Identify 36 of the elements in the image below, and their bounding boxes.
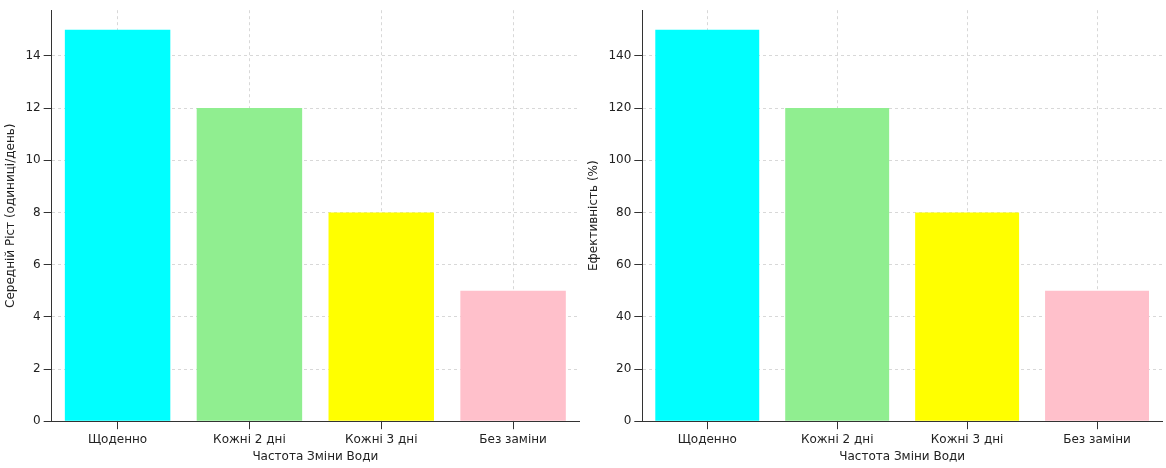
bar (1045, 290, 1150, 421)
y-tick-label: 140 (608, 47, 632, 62)
x-tick-label: Щоденно (677, 431, 737, 446)
x-tick-label: Кожні 2 дні (800, 431, 874, 446)
bar (328, 212, 434, 421)
y-tick-label: 120 (608, 100, 632, 115)
y-axis-title: Середній Ріст (одиниці/день) (3, 123, 18, 308)
bar (655, 29, 760, 421)
bar (460, 290, 566, 421)
y-axis-title: Ефективність (%) (586, 160, 601, 272)
x-tick-label: Кожні 3 дні (344, 431, 418, 446)
y-tick-label: 20 (616, 361, 632, 376)
x-tick-label: Без заміни (1063, 431, 1131, 446)
y-tick-label: 100 (608, 152, 632, 167)
y-tick-label: 6 (33, 256, 41, 271)
x-tick-label: Щоденно (87, 431, 148, 446)
y-tick-label: 2 (33, 361, 41, 376)
bar (196, 108, 303, 421)
y-tick-label: 40 (616, 308, 632, 323)
bar (785, 108, 890, 421)
y-tick-label: 0 (33, 413, 41, 428)
x-tick-label: Без заміни (479, 431, 547, 446)
y-tick-label: 12 (25, 100, 41, 115)
y-tick-label: 14 (25, 47, 41, 62)
y-tick-label: 80 (616, 204, 632, 219)
bar (915, 212, 1020, 421)
x-axis-title: Частота Зміни Води (839, 448, 966, 463)
x-axis-title: Частота Зміни Води (252, 448, 379, 463)
bar (64, 29, 171, 421)
x-tick-label: Кожні 2 дні (213, 431, 286, 446)
y-tick-label: 0 (623, 413, 632, 428)
y-tick-label: 8 (33, 204, 41, 219)
y-tick-label: 60 (616, 256, 632, 271)
y-tick-label: 10 (25, 152, 41, 167)
x-tick-label: Кожні 3 дні (930, 431, 1004, 446)
y-tick-label: 4 (33, 308, 41, 323)
